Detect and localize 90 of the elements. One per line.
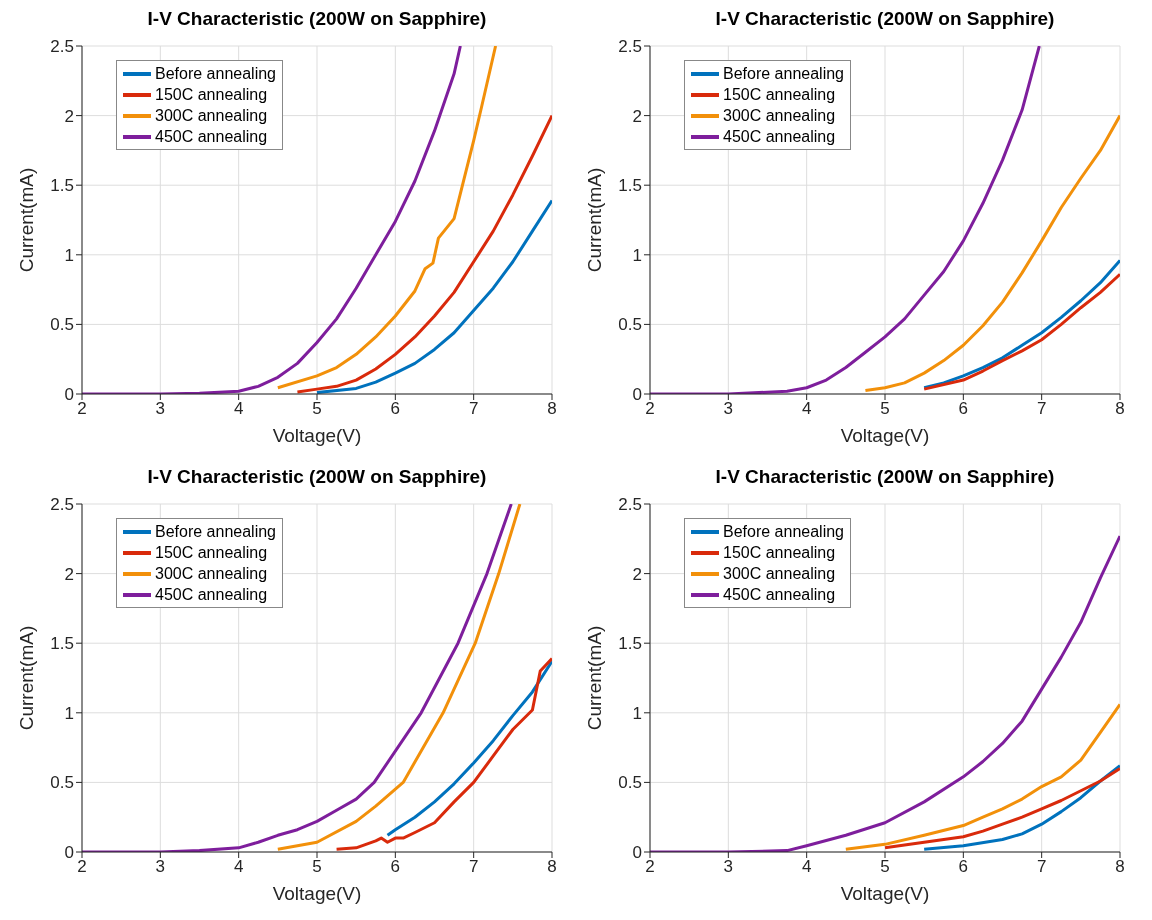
x-tick-label: 7 xyxy=(1036,857,1047,877)
x-tick-label: 6 xyxy=(390,857,401,877)
x-tick-label: 5 xyxy=(880,399,890,419)
line-series xyxy=(386,659,552,837)
x-tick-label: 4 xyxy=(801,857,812,877)
y-tick-label: 1.5 xyxy=(618,176,642,196)
legend-label: Before annealing xyxy=(155,522,276,541)
x-tick-label: 8 xyxy=(1115,399,1125,419)
legend-label: 300C annealing xyxy=(723,564,836,583)
x-tick-label: 3 xyxy=(155,857,166,877)
y-tick-label: 2 xyxy=(64,564,74,584)
y-tick-label: 0 xyxy=(632,843,642,863)
y-axis-title: Current(mA) xyxy=(15,625,37,731)
x-tick-label: 6 xyxy=(390,399,401,419)
legend-label: 450C annealing xyxy=(723,127,836,146)
chart-title: I-V Characteristic (200W on Sapphire) xyxy=(146,8,488,31)
legend-label: 150C annealing xyxy=(155,85,268,104)
x-tick-label: 4 xyxy=(233,857,244,877)
line-series xyxy=(844,702,1120,851)
legend-label: Before annealing xyxy=(723,522,844,541)
x-tick-label: 5 xyxy=(312,399,322,419)
chart-title: I-V Characteristic (200W on Sapphire) xyxy=(714,466,1056,489)
x-axis-title: Voltage(V) xyxy=(272,425,362,446)
legend-label: Before annealing xyxy=(155,64,276,83)
y-axis-title: Current(mA) xyxy=(583,625,605,731)
legend-label: 450C annealing xyxy=(155,585,268,604)
x-tick-label: 3 xyxy=(723,399,734,419)
x-tick-label: 5 xyxy=(312,857,322,877)
x-axis-title: Voltage(V) xyxy=(840,425,930,446)
line-series xyxy=(922,764,1120,851)
legend-label: 450C annealing xyxy=(155,127,268,146)
legend-label: 300C annealing xyxy=(155,106,268,125)
x-tick-label: 3 xyxy=(723,857,734,877)
x-tick-label: 2 xyxy=(77,399,87,419)
line-series xyxy=(863,114,1120,393)
x-tick-label: 4 xyxy=(801,399,812,419)
y-tick-label: 1.5 xyxy=(50,634,74,654)
y-tick-label: 0 xyxy=(632,385,642,405)
y-tick-label: 2.5 xyxy=(618,37,642,57)
line-series xyxy=(335,657,552,851)
x-tick-label: 2 xyxy=(645,857,655,877)
x-tick-label: 3 xyxy=(155,399,166,419)
y-tick-label: 1.5 xyxy=(618,634,642,654)
line-series xyxy=(276,504,522,851)
x-tick-label: 7 xyxy=(468,857,479,877)
x-tick-label: 6 xyxy=(958,857,969,877)
y-tick-label: 0 xyxy=(64,843,74,863)
x-tick-label: 4 xyxy=(233,399,244,419)
y-tick-label: 2.5 xyxy=(50,37,74,57)
y-tick-label: 0 xyxy=(64,385,74,405)
y-tick-label: 0.5 xyxy=(50,315,74,335)
y-tick-label: 0.5 xyxy=(618,315,642,335)
legend-label: 150C annealing xyxy=(155,543,268,562)
y-tick-label: 2.5 xyxy=(618,495,642,515)
y-tick-label: 1 xyxy=(632,245,642,265)
legend-label: 450C annealing xyxy=(723,585,836,604)
x-tick-label: 5 xyxy=(880,857,890,877)
x-tick-label: 2 xyxy=(645,399,655,419)
line-series xyxy=(315,199,552,394)
y-axis-title: Current(mA) xyxy=(15,167,37,273)
x-tick-label: 8 xyxy=(547,399,557,419)
y-tick-label: 2 xyxy=(64,106,74,126)
line-series xyxy=(295,114,552,394)
line-series xyxy=(883,766,1120,850)
y-tick-label: 2 xyxy=(632,564,642,584)
x-axis-title: Voltage(V) xyxy=(272,883,362,904)
x-tick-label: 8 xyxy=(1115,857,1125,877)
y-tick-label: 2 xyxy=(632,106,642,126)
y-tick-label: 0.5 xyxy=(618,773,642,793)
y-tick-label: 2.5 xyxy=(50,495,74,515)
legend-label: Before annealing xyxy=(723,64,844,83)
line-series xyxy=(276,46,498,390)
y-tick-label: 0.5 xyxy=(50,773,74,793)
x-tick-label: 8 xyxy=(547,857,557,877)
y-tick-label: 1 xyxy=(632,703,642,723)
x-tick-label: 2 xyxy=(77,857,87,877)
chart-title: I-V Characteristic (200W on Sapphire) xyxy=(146,466,488,489)
x-axis-title: Voltage(V) xyxy=(840,883,930,904)
y-tick-label: 1 xyxy=(64,703,74,723)
legend-label: 300C annealing xyxy=(723,106,836,125)
legend-label: 150C annealing xyxy=(723,543,836,562)
y-tick-label: 1 xyxy=(64,245,74,265)
x-tick-label: 7 xyxy=(468,399,479,419)
chart-title: I-V Characteristic (200W on Sapphire) xyxy=(714,8,1056,31)
y-tick-label: 1.5 xyxy=(50,176,74,196)
y-axis-title: Current(mA) xyxy=(583,167,605,273)
legend-label: 150C annealing xyxy=(723,85,836,104)
legend-label: 300C annealing xyxy=(155,564,268,583)
x-tick-label: 6 xyxy=(958,399,969,419)
x-tick-label: 7 xyxy=(1036,399,1047,419)
